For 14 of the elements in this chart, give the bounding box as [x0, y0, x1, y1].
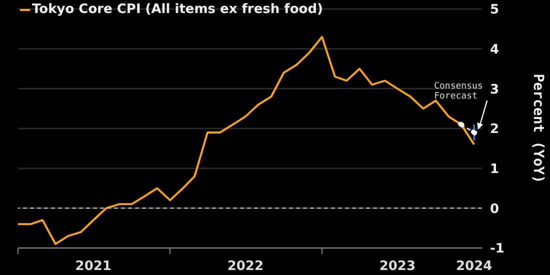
- legend-label: Tokyo Core CPI (All items ex fresh food): [32, 2, 323, 17]
- y-tick-label: 4: [490, 42, 500, 58]
- y-tick-label: 5: [490, 2, 500, 18]
- y-tick-label: 3: [490, 82, 500, 98]
- x-tick-label: 2024: [456, 259, 492, 274]
- annotation: Consensus Forecast: [434, 81, 483, 102]
- x-tick-label: 2022: [227, 259, 264, 274]
- y-tick-label: 2: [490, 122, 500, 138]
- x-tick-label: 2023: [379, 259, 416, 274]
- y-tick-label: 0: [490, 202, 500, 217]
- y-tick-label: 1: [490, 162, 500, 177]
- x-tick-label: 2021: [75, 259, 112, 274]
- y-tick-label: -1: [490, 242, 504, 257]
- y-axis-title: Percent (YoY): [530, 74, 546, 184]
